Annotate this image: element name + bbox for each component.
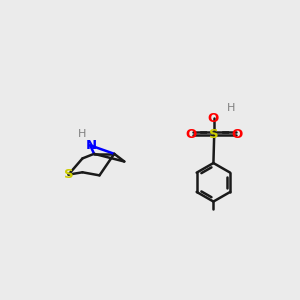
Text: S: S — [209, 128, 219, 141]
Text: O: O — [207, 112, 219, 125]
Text: O: O — [186, 128, 197, 141]
Text: N: N — [86, 139, 97, 152]
Text: O: O — [231, 128, 243, 141]
Text: =: = — [220, 128, 230, 138]
Text: H: H — [227, 103, 236, 113]
Text: =: = — [199, 128, 208, 138]
Text: H: H — [78, 129, 87, 139]
Text: S: S — [64, 168, 73, 181]
